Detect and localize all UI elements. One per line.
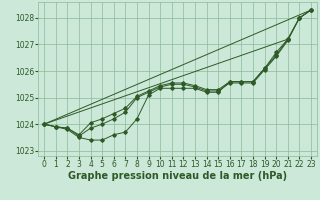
X-axis label: Graphe pression niveau de la mer (hPa): Graphe pression niveau de la mer (hPa) [68,171,287,181]
